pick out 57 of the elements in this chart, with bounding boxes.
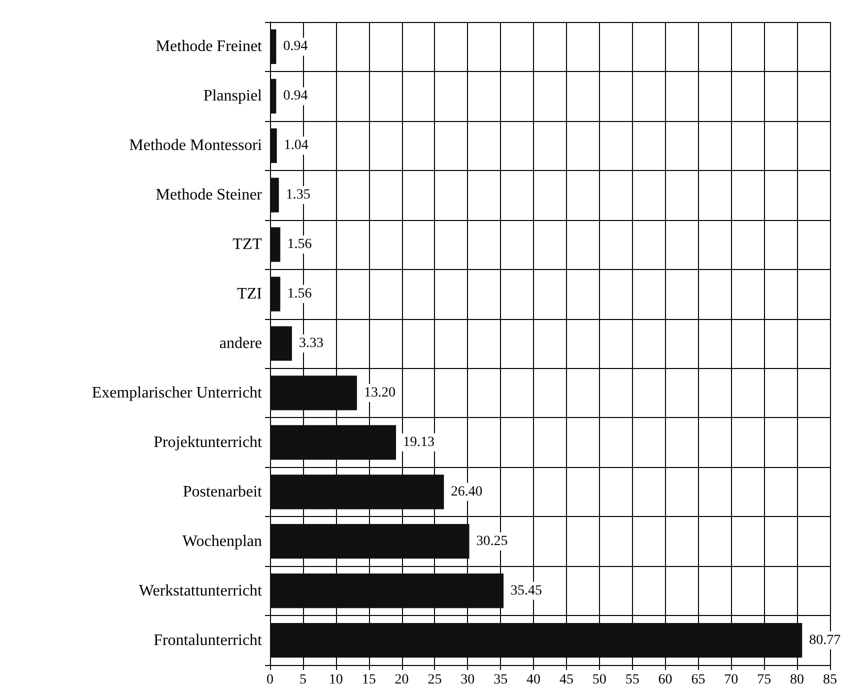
- x-tick-label: 10: [328, 672, 343, 688]
- bar: [270, 276, 280, 312]
- x-tick-label: 75: [757, 672, 772, 688]
- x-tick-label: 25: [428, 672, 442, 688]
- bar: [270, 178, 279, 212]
- bar: [270, 227, 280, 262]
- y-tick-label: Projektunterricht: [154, 434, 263, 451]
- x-tick-label: 50: [592, 672, 606, 688]
- data-label: 0.94: [283, 88, 308, 104]
- y-tick-label: Postenarbeit: [182, 483, 263, 500]
- y-tick-label: Werkstattunterricht: [138, 582, 263, 600]
- bar: [270, 573, 504, 608]
- bar: [270, 78, 276, 114]
- x-tick-label: 20: [394, 672, 409, 688]
- bar: [270, 622, 802, 658]
- x-tick-label: 35: [494, 672, 508, 688]
- y-tick-label: Exemplarischer Unterricht: [92, 384, 263, 402]
- bar: [270, 376, 357, 410]
- data-label: 3.33: [298, 336, 324, 351]
- bar: [270, 524, 470, 559]
- x-tick-label: 85: [823, 672, 837, 688]
- x-tick-label: 0: [266, 672, 274, 688]
- data-label: 0.94: [283, 39, 308, 54]
- data-label: 1.56: [287, 286, 312, 302]
- data-label: 13.20: [364, 385, 396, 400]
- x-tick-label: 80: [790, 672, 804, 688]
- x-tick-label: 30: [460, 672, 475, 688]
- x-tick-label: 70: [724, 672, 738, 688]
- y-tick-label: andere: [219, 335, 262, 352]
- bar: [270, 425, 396, 460]
- y-tick-label: TZT: [232, 236, 262, 254]
- data-label: 35.45: [510, 583, 542, 598]
- bar: [270, 326, 292, 361]
- y-tick-label: Wochenplan: [182, 532, 262, 550]
- x-tick-label: 15: [362, 672, 376, 688]
- x-tick-label: 45: [559, 672, 574, 688]
- bar: [270, 29, 276, 64]
- x-tick-label: 65: [691, 672, 706, 688]
- data-label: 30.25: [476, 534, 508, 549]
- y-tick-label: Planspiel: [203, 88, 263, 105]
- data-label: 1.35: [286, 188, 310, 203]
- y-tick-label: Methode Montessori: [129, 137, 263, 154]
- bar: [270, 474, 444, 510]
- x-tick-label: 40: [526, 672, 541, 688]
- y-tick-label: Methode Steiner: [156, 186, 263, 204]
- y-tick-label: Methode Freinet: [156, 38, 263, 56]
- data-label: 80.77: [809, 632, 841, 648]
- data-label: 1.04: [284, 138, 308, 154]
- y-tick-label: TZI: [237, 286, 262, 303]
- bar: [270, 128, 277, 163]
- x-tick-label: 5: [299, 672, 306, 688]
- x-tick-label: 60: [658, 672, 672, 688]
- y-tick-label: Frontalunterricht: [154, 632, 263, 649]
- data-label: 19.13: [403, 434, 435, 450]
- data-label: 1.56: [287, 237, 312, 252]
- x-tick-label: 55: [625, 672, 640, 688]
- data-label: 26.40: [450, 484, 482, 500]
